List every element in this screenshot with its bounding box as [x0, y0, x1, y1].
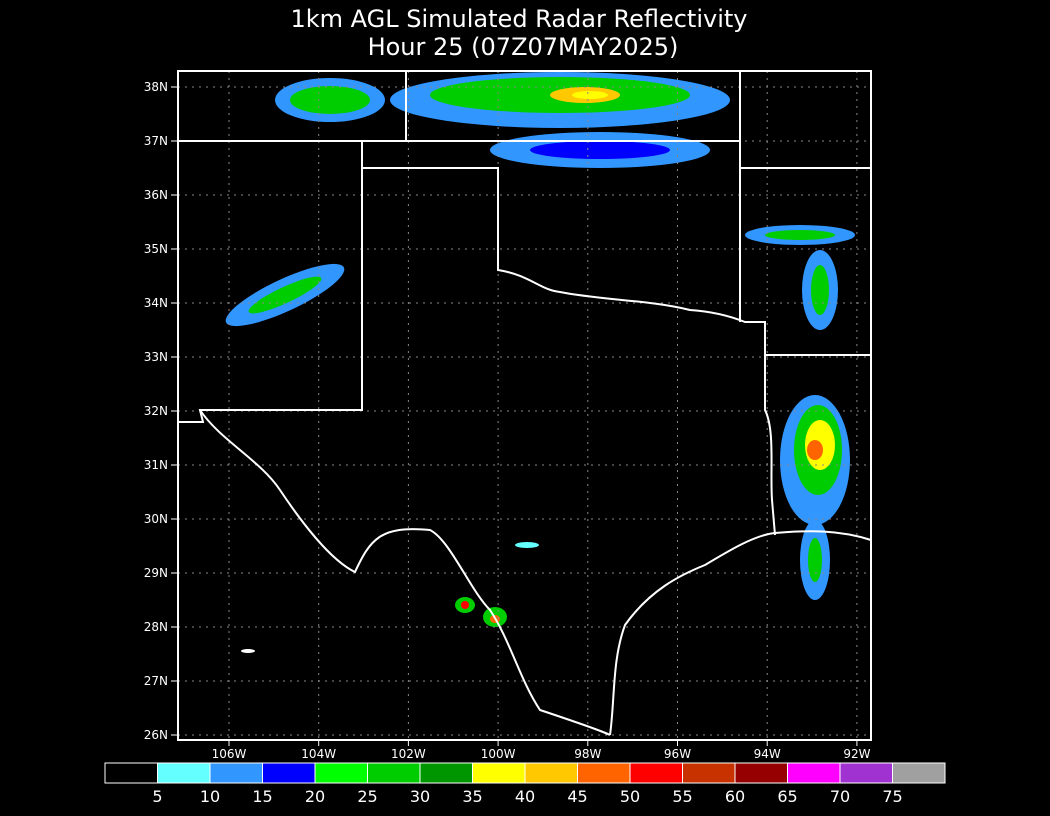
colorbar-label: 65	[777, 787, 797, 806]
colorbar-label: 25	[357, 787, 377, 806]
colorbar-box	[629, 762, 683, 784]
colorbar-label: 50	[620, 787, 640, 806]
colorbar-label: 75	[882, 787, 902, 806]
lon-label: 94W	[754, 747, 781, 761]
colorbar-label: 55	[672, 787, 692, 806]
lon-label: 100W	[481, 747, 516, 761]
colorbar-box	[367, 762, 421, 784]
colorbar-box	[472, 762, 526, 784]
colorbar-box	[524, 762, 578, 784]
colorbar-label: 20	[305, 787, 325, 806]
map-frame	[177, 70, 872, 741]
colorbar-label: 5	[152, 787, 162, 806]
colorbar-label: 15	[252, 787, 272, 806]
lon-label: 102W	[391, 747, 426, 761]
lat-label: 35N	[144, 242, 168, 256]
lon-label: 98W	[574, 747, 601, 761]
colorbar-box	[262, 762, 316, 784]
borders	[178, 71, 872, 736]
colorbar-box	[209, 762, 263, 784]
lat-label: 29N	[144, 566, 168, 580]
lon-label: 104W	[301, 747, 336, 761]
lon-label: 106W	[212, 747, 247, 761]
colorbar-label: 40	[515, 787, 535, 806]
colorbar: 5 10 15 20 25 30 35 40 45 50 55 60 65 70 75	[104, 762, 946, 806]
lat-label: 30N	[144, 512, 168, 526]
colorbar-box	[839, 762, 893, 784]
colorbar-label: 10	[200, 787, 220, 806]
colorbar-box	[419, 762, 473, 784]
lat-label: 36N	[144, 188, 168, 202]
colorbar-label: 30	[410, 787, 430, 806]
colorbar-box	[892, 762, 946, 784]
colorbar-label: 60	[725, 787, 745, 806]
lat-label: 28N	[144, 620, 168, 634]
lon-label: 96W	[664, 747, 691, 761]
colorbar-box	[314, 762, 368, 784]
colorbar-box	[157, 762, 211, 784]
lat-label: 34N	[144, 296, 168, 310]
lat-label: 33N	[144, 350, 168, 364]
colorbar-box	[787, 762, 841, 784]
lat-label: 31N	[144, 458, 168, 472]
colorbar-box	[577, 762, 631, 784]
colorbar-label: 35	[462, 787, 482, 806]
colorbar-box	[734, 762, 788, 784]
colorbar-box	[104, 762, 158, 784]
colorbar-label: 45	[567, 787, 587, 806]
lat-label: 38N	[144, 80, 168, 94]
colorbar-box	[682, 762, 736, 784]
axis-labels: 38N 37N 36N 35N 34N 33N 32N 31N 30N 29N 28N 27N 26N 1…	[144, 80, 871, 761]
colorbar-label: 70	[830, 787, 850, 806]
lat-label: 32N	[144, 404, 168, 418]
lon-label: 92W	[843, 747, 870, 761]
lat-label: 27N	[144, 674, 168, 688]
lat-label: 37N	[144, 134, 168, 148]
title-line-2: Hour 25 (07Z07MAY2025)	[368, 33, 679, 61]
lat-label: 26N	[144, 728, 168, 742]
title-line-1: 1km AGL Simulated Radar Reflectivity	[291, 5, 748, 33]
